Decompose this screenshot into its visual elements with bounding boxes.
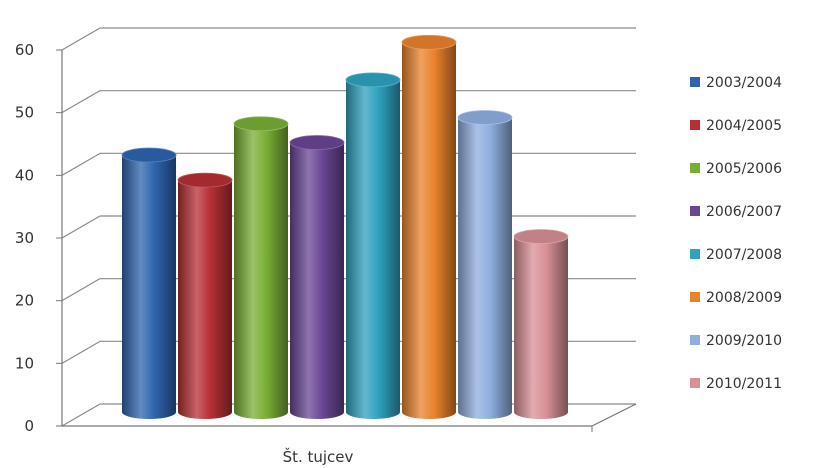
legend-swatch xyxy=(690,120,700,130)
bar-top xyxy=(457,110,513,125)
bar-2003-2004 xyxy=(121,147,177,420)
bar-2008-2009 xyxy=(401,34,457,420)
y-tick-label: 40 xyxy=(15,166,34,184)
x-category-label: Št. tujcev xyxy=(283,447,354,466)
gridline-slant xyxy=(61,403,101,427)
bar-top xyxy=(513,229,569,244)
legend-label: 2009/2010 xyxy=(706,333,782,349)
gridline-slant xyxy=(61,90,101,114)
legend-label: 2003/2004 xyxy=(706,75,782,91)
bar-body xyxy=(514,236,568,419)
bar-top xyxy=(121,147,177,163)
bar-2007-2008 xyxy=(345,72,401,419)
bar-body xyxy=(346,79,400,419)
y-tick-label: 50 xyxy=(15,104,34,122)
legend-swatch xyxy=(690,335,700,345)
bar-top xyxy=(233,116,289,132)
y-tick-label: 0 xyxy=(24,417,34,435)
y-tick-labels: 0 10 20 30 40 50 60 xyxy=(15,41,34,435)
bar-body xyxy=(178,180,232,419)
legend-label: 2006/2007 xyxy=(706,204,782,220)
bar-2006-2007 xyxy=(289,135,345,420)
floor-edge xyxy=(591,403,637,427)
legend-label: 2010/2011 xyxy=(706,376,782,392)
legend-label: 2005/2006 xyxy=(706,161,782,177)
bar-body xyxy=(402,42,456,420)
legend-swatch xyxy=(690,378,700,388)
bar-top xyxy=(401,34,457,50)
legend-swatch xyxy=(690,163,700,173)
gridline-slant xyxy=(61,152,101,176)
legend-swatch xyxy=(690,292,700,302)
gridline-slant xyxy=(61,27,101,51)
gridline-slant xyxy=(61,215,101,239)
legend-label: 2007/2008 xyxy=(706,247,782,263)
legend-swatch xyxy=(690,206,700,216)
y-tick-label: 60 xyxy=(15,41,34,59)
bar-2005-2006 xyxy=(233,116,289,419)
bar-body xyxy=(290,142,344,420)
legend-label: 2008/2009 xyxy=(706,290,782,306)
y-tick-label: 10 xyxy=(15,354,34,372)
gridline-slant xyxy=(61,340,101,364)
bar-2004-2005 xyxy=(177,172,233,419)
bar-body xyxy=(458,117,512,419)
y-tick-label: 20 xyxy=(15,292,34,310)
legend-swatch xyxy=(690,249,700,259)
bar-2010-2011 xyxy=(513,229,569,419)
bar-top xyxy=(345,72,401,88)
bar-body xyxy=(234,123,288,419)
gridline-slant xyxy=(61,278,101,302)
bar-2009-2010 xyxy=(457,110,513,419)
y-tick-label: 30 xyxy=(15,229,34,247)
bar-top xyxy=(177,172,233,188)
bars xyxy=(121,34,569,420)
legend: 2003/2004 2004/2005 2005/2006 2006/2007 2007… xyxy=(690,75,782,392)
axes xyxy=(56,49,637,432)
legend-label: 2004/2005 xyxy=(706,118,782,134)
bar-body xyxy=(122,155,176,420)
legend-swatch xyxy=(690,77,700,87)
bar-top xyxy=(289,135,345,150)
